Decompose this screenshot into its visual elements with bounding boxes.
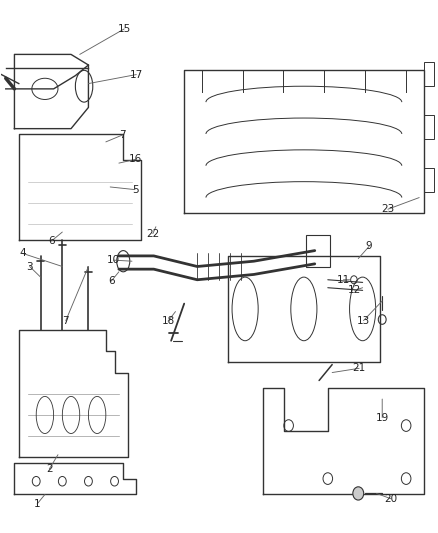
Text: 22: 22 [146, 229, 159, 239]
Text: 10: 10 [107, 255, 120, 265]
Text: 6: 6 [48, 236, 55, 246]
Bar [424, 115, 434, 139]
Text: 7: 7 [119, 130, 126, 140]
Text: 1: 1 [34, 499, 40, 509]
Text: 6: 6 [108, 276, 114, 286]
Bar [306, 235, 330, 266]
Text: 21: 21 [353, 364, 366, 373]
Text: 11: 11 [337, 274, 350, 285]
Text: 3: 3 [26, 262, 33, 271]
Text: 17: 17 [130, 70, 143, 79]
Bar [424, 168, 434, 192]
Ellipse shape [353, 487, 364, 500]
Text: 20: 20 [385, 494, 397, 504]
Text: 23: 23 [381, 204, 395, 214]
Text: 4: 4 [19, 248, 25, 259]
Text: 15: 15 [117, 24, 131, 34]
Text: 18: 18 [162, 316, 175, 326]
Text: 13: 13 [357, 316, 370, 326]
Text: 9: 9 [366, 241, 372, 252]
Text: 2: 2 [46, 464, 53, 474]
Text: 7: 7 [63, 316, 69, 326]
Bar [424, 62, 434, 86]
Text: 19: 19 [375, 413, 389, 423]
Text: 12: 12 [348, 285, 361, 295]
Text: 5: 5 [132, 184, 138, 195]
Text: 16: 16 [129, 155, 142, 164]
